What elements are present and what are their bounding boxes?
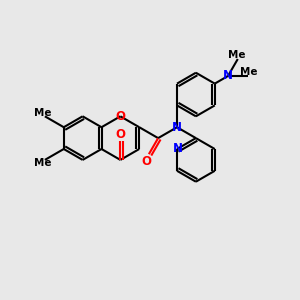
Text: O: O (116, 110, 125, 123)
Text: Me: Me (228, 50, 245, 60)
Text: N: N (173, 142, 183, 154)
Text: N: N (172, 121, 182, 134)
Text: Me: Me (34, 108, 52, 118)
Text: Me: Me (240, 67, 257, 77)
Text: O: O (141, 154, 151, 168)
Text: Me: Me (34, 158, 52, 168)
Text: N: N (223, 70, 233, 83)
Text: O: O (116, 128, 125, 141)
